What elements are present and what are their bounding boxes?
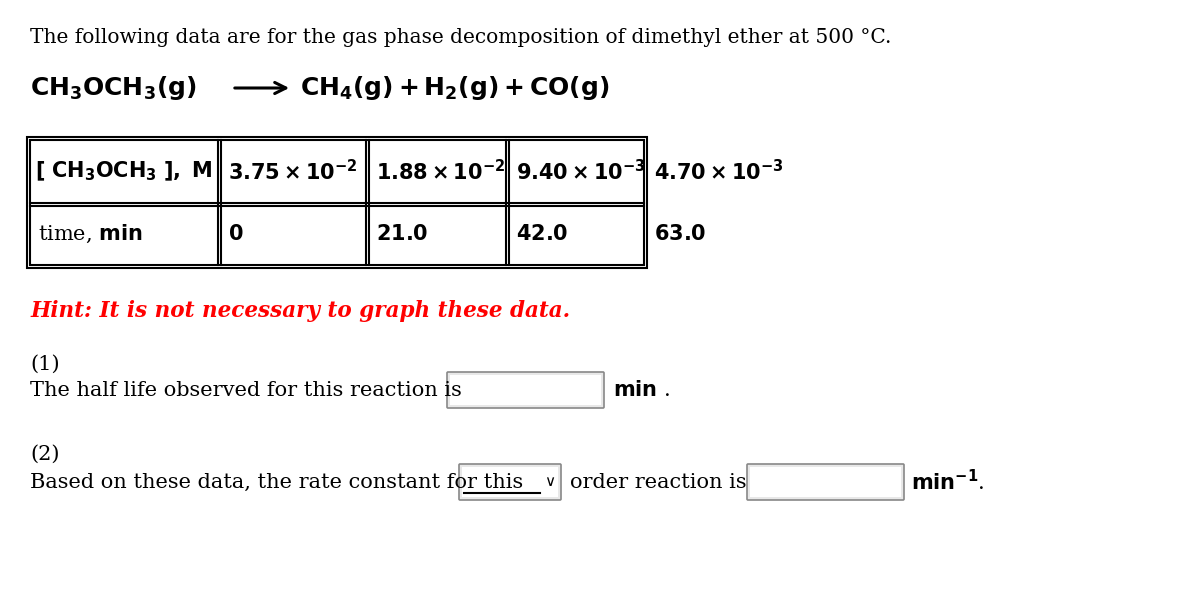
FancyBboxPatch shape (446, 372, 604, 408)
Text: $\mathbf{CH_3OCH_3(g)}$: $\mathbf{CH_3OCH_3(g)}$ (30, 74, 197, 102)
Text: The half life observed for this reaction is: The half life observed for this reaction… (30, 381, 462, 399)
FancyBboxPatch shape (750, 467, 901, 497)
Text: order reaction is: order reaction is (570, 472, 746, 492)
FancyBboxPatch shape (746, 464, 904, 500)
Text: $\mathbf{min^{-1}}$.: $\mathbf{min^{-1}}$. (911, 469, 985, 495)
Text: $\mathbf{min}$ .: $\mathbf{min}$ . (613, 380, 670, 400)
Text: time, $\mathbf{min}$: time, $\mathbf{min}$ (38, 223, 143, 245)
FancyBboxPatch shape (458, 464, 562, 500)
Text: $\mathbf{1.88\times10^{-2}}$: $\mathbf{1.88\times10^{-2}}$ (376, 159, 505, 184)
Text: (2): (2) (30, 445, 60, 464)
Text: $\mathbf{63.0}$: $\mathbf{63.0}$ (654, 223, 707, 244)
Bar (28, 137, 647, 268)
Text: Based on these data, the rate constant for this: Based on these data, the rate constant f… (30, 472, 523, 492)
Text: The following data are for the gas phase decomposition of dimethyl ether at 500 : The following data are for the gas phase… (30, 28, 892, 47)
Bar (30, 140, 644, 265)
Text: $\mathbf{21.0}$: $\mathbf{21.0}$ (376, 223, 428, 244)
Text: $\mathbf{9.40\times10^{-3}}$: $\mathbf{9.40\times10^{-3}}$ (516, 159, 646, 184)
Text: $\mathbf{4.70\times10^{-3}}$: $\mathbf{4.70\times10^{-3}}$ (654, 159, 784, 184)
FancyBboxPatch shape (462, 467, 558, 497)
Text: Hint: It is not necessary to graph these data.: Hint: It is not necessary to graph these… (30, 300, 570, 322)
Text: $\mathbf{3.75\times10^{-2}}$: $\mathbf{3.75\times10^{-2}}$ (228, 159, 358, 184)
Text: $\mathbf{0}$: $\mathbf{0}$ (228, 223, 244, 244)
Text: $\mathbf{CH_4(g) + H_2(g) + CO(g)}$: $\mathbf{CH_4(g) + H_2(g) + CO(g)}$ (300, 74, 610, 102)
Text: ∨: ∨ (545, 475, 556, 489)
FancyBboxPatch shape (450, 375, 601, 405)
Text: (1): (1) (30, 355, 60, 374)
Text: $\mathbf{42.0}$: $\mathbf{42.0}$ (516, 223, 569, 244)
Text: $\mathbf{[\ CH_3OCH_3\ ],\ M}$: $\mathbf{[\ CH_3OCH_3\ ],\ M}$ (35, 159, 212, 183)
